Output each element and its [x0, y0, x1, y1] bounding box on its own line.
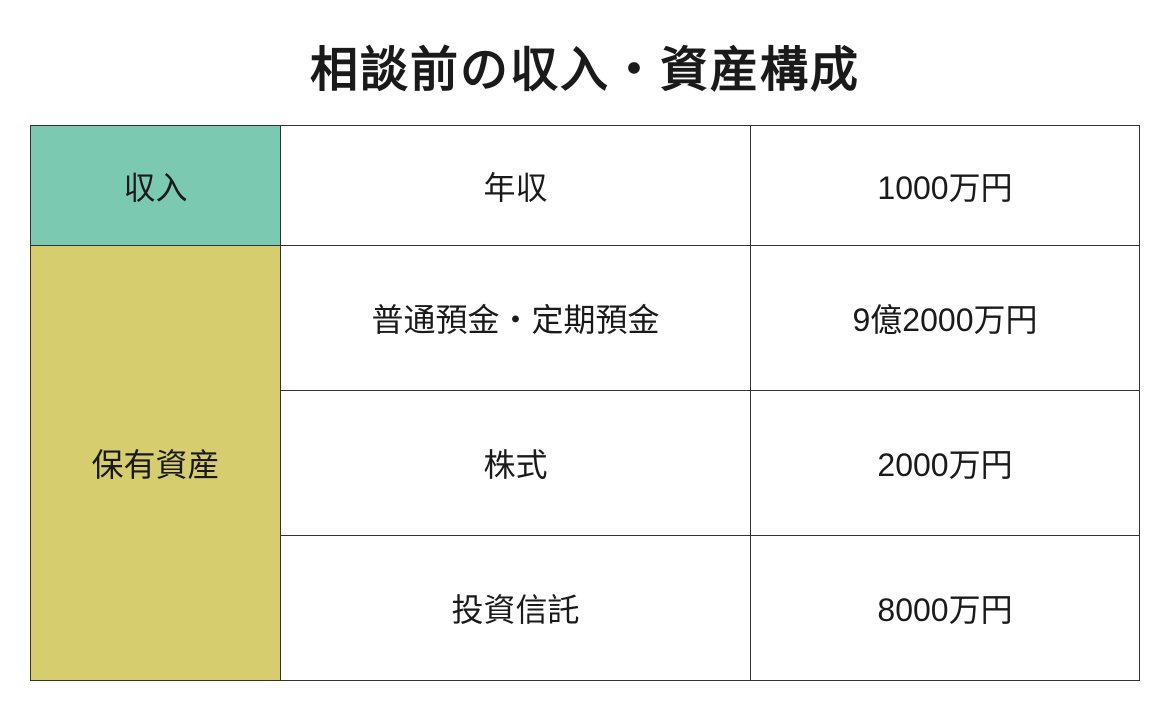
- page-title: 相談前の収入・資産構成: [30, 30, 1140, 100]
- item-label-cell: 投資信託: [281, 536, 751, 681]
- item-value-cell: 2000万円: [751, 391, 1140, 536]
- item-value-cell: 8000万円: [751, 536, 1140, 681]
- asset-table: 収入 年収 1000万円 保有資産 普通預金・定期預金 9億2000万円 株式 …: [30, 125, 1140, 681]
- page-container: 相談前の収入・資産構成 収入 年収 1000万円 保有資産 普通預金・定期預金 …: [30, 30, 1140, 681]
- item-value-cell: 1000万円: [751, 126, 1140, 246]
- item-label-cell: 年収: [281, 126, 751, 246]
- table-row: 保有資産 普通預金・定期預金 9億2000万円: [31, 246, 1140, 391]
- item-value-cell: 9億2000万円: [751, 246, 1140, 391]
- category-cell-income: 収入: [31, 126, 281, 246]
- item-label-cell: 株式: [281, 391, 751, 536]
- category-cell-asset: 保有資産: [31, 246, 281, 681]
- item-label-cell: 普通預金・定期預金: [281, 246, 751, 391]
- table-row: 収入 年収 1000万円: [31, 126, 1140, 246]
